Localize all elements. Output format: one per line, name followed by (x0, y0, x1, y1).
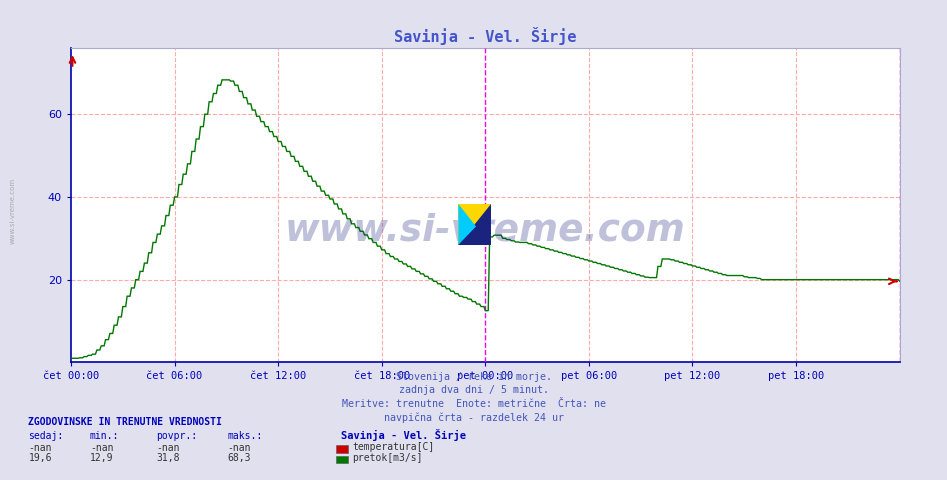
Title: Savinja - Vel. Širje: Savinja - Vel. Širje (394, 27, 577, 46)
Text: zadnja dva dni / 5 minut.: zadnja dva dni / 5 minut. (399, 385, 548, 396)
Text: sedaj:: sedaj: (28, 431, 63, 441)
Polygon shape (458, 204, 491, 245)
Text: www.si-vreme.com: www.si-vreme.com (285, 212, 686, 248)
Text: temperatura[C]: temperatura[C] (352, 442, 435, 452)
Text: -nan: -nan (227, 443, 251, 453)
Text: ZGODOVINSKE IN TRENUTNE VREDNOSTI: ZGODOVINSKE IN TRENUTNE VREDNOSTI (28, 417, 223, 427)
Text: Slovenija / reke in morje.: Slovenija / reke in morje. (396, 372, 551, 382)
Text: 12,9: 12,9 (90, 453, 114, 463)
Text: 31,8: 31,8 (156, 453, 180, 463)
Text: 68,3: 68,3 (227, 453, 251, 463)
Text: -nan: -nan (90, 443, 114, 453)
Text: 19,6: 19,6 (28, 453, 52, 463)
Text: povpr.:: povpr.: (156, 431, 197, 441)
Text: -nan: -nan (156, 443, 180, 453)
Polygon shape (458, 204, 491, 245)
Text: Meritve: trenutne  Enote: metrične  Črta: ne: Meritve: trenutne Enote: metrične Črta: … (342, 399, 605, 409)
Text: min.:: min.: (90, 431, 119, 441)
Text: maks.:: maks.: (227, 431, 262, 441)
Text: -nan: -nan (28, 443, 52, 453)
Polygon shape (458, 204, 476, 245)
Text: www.si-vreme.com: www.si-vreme.com (9, 178, 15, 244)
Text: navpična črta - razdelek 24 ur: navpična črta - razdelek 24 ur (384, 412, 563, 423)
Text: pretok[m3/s]: pretok[m3/s] (352, 453, 422, 463)
Text: Savinja - Vel. Širje: Savinja - Vel. Širje (341, 429, 466, 441)
